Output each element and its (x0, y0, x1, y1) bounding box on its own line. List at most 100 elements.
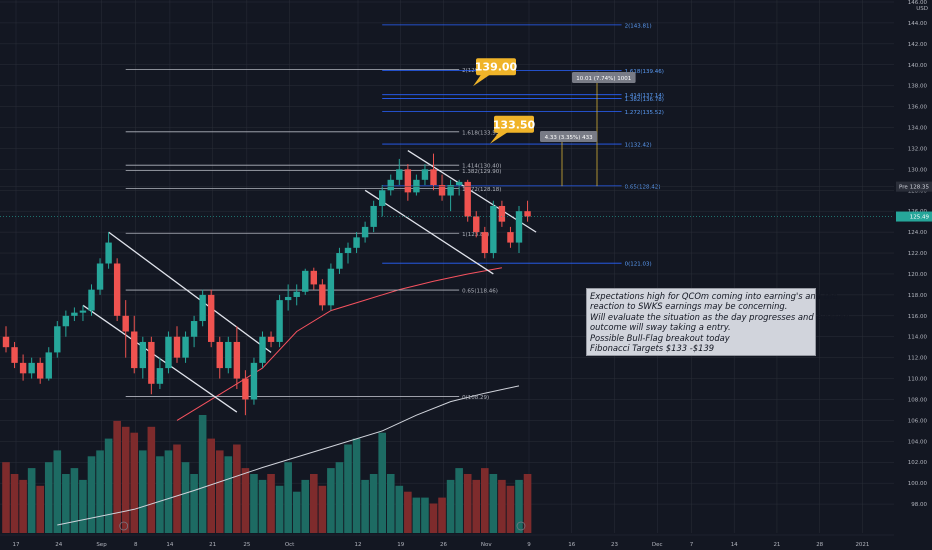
candle-body (173, 336, 181, 358)
volume-bar (96, 450, 104, 533)
volume-bar (498, 479, 506, 533)
volume-bar (404, 491, 412, 533)
candle-body (370, 205, 377, 227)
premarket-price-label: 128.35 (910, 185, 930, 191)
fib-extension-label: 1.414(137.14) (625, 93, 664, 99)
note-line: Will evaluate the situation as the day p… (590, 311, 850, 322)
volume-bar (215, 450, 224, 533)
volume-bar (19, 479, 27, 533)
volume-bar (515, 479, 523, 533)
candle-body (105, 242, 112, 264)
note-line: reaction to SWKS earnings may be concern… (590, 301, 788, 312)
candle-body (242, 378, 249, 400)
candle-body (131, 331, 138, 369)
candle-body (165, 336, 172, 369)
moving-average-red (176, 267, 502, 421)
volume-bar (429, 503, 438, 533)
price-tick-label: 98.00 (911, 502, 927, 508)
fib-extension-label: 1(132.42) (625, 143, 652, 149)
candle-body (524, 211, 531, 217)
measure-box (540, 131, 598, 142)
target-badge-pointer (473, 73, 492, 87)
volume-bar (344, 444, 352, 533)
moving-averages (57, 267, 520, 526)
analysis-note[interactable]: Expectations high for QCOm coming into e… (586, 288, 850, 357)
time-tick-label: 25 (243, 542, 250, 548)
fib-extension-label: 0(121.03) (625, 262, 652, 268)
candle-body (284, 296, 292, 301)
candle-body (11, 347, 18, 363)
candle-body (310, 270, 317, 285)
price-tick-label: 100.00 (908, 481, 928, 487)
fib-retracement-label: 1.382(129.90) (462, 169, 501, 175)
time-tick-label: 7 (690, 542, 694, 548)
price-tick-label: 108.00 (908, 397, 928, 403)
candle-body (413, 179, 420, 193)
time-tick-label: 12 (355, 542, 362, 548)
time-axis[interactable]: 17 24 Sep 8 14 21 25 Oct 12 19 26 Nov 9 16 23 Dec 7 14 21 2… (0, 521, 894, 550)
candle-body (302, 270, 309, 292)
price-tick-label: 106.00 (908, 418, 928, 424)
time-tick-label: Nov (481, 542, 492, 548)
volume-bar (121, 426, 130, 533)
target-badge (476, 58, 516, 76)
volume-bar (455, 468, 463, 533)
price-tick-label: 112.00 (908, 356, 928, 362)
time-tick-label: 9 (527, 542, 531, 548)
candle-body (387, 179, 394, 191)
time-tick-label: 14 (731, 542, 738, 548)
candle-body (199, 294, 206, 322)
candle-body (421, 169, 429, 180)
volume-bar (446, 479, 455, 533)
volume-bar (275, 485, 284, 533)
fib-extension-label: 2(143.81) (625, 23, 652, 29)
volume-bar (489, 474, 498, 533)
volume-bar (139, 450, 147, 533)
candle-body (19, 362, 27, 374)
volume-bar (301, 479, 310, 533)
target-badge-label: 139.00 (475, 61, 518, 74)
fib-retracement-label: 0.65(118.46) (462, 289, 498, 295)
candle-body (182, 336, 189, 358)
candle-body (353, 237, 360, 248)
candle-body (208, 294, 215, 342)
channel-line (407, 149, 537, 233)
time-tick-label: Sep (96, 542, 107, 548)
time-tick-label: 21 (773, 542, 780, 548)
price-tick-label: 146.00 (908, 0, 928, 6)
candle-body (216, 341, 223, 369)
candle-body (267, 336, 275, 342)
volume-bar (258, 479, 267, 533)
volume-bar (472, 479, 481, 533)
volume-bar (395, 485, 404, 533)
price-axis[interactable]: USD 98.00 100.00 102.00 104.00 106.00 108.00 11… (894, 0, 932, 550)
price-tick-label: 130.00 (908, 167, 928, 173)
currency-label: USD (916, 6, 928, 12)
candle-body (498, 205, 506, 222)
volume-bar (147, 426, 156, 533)
time-tick-label: 21 (209, 542, 216, 548)
candle-body (233, 341, 241, 379)
volume-bar (241, 468, 250, 533)
price-axis-background (894, 0, 932, 550)
price-tick-label: 134.00 (908, 126, 928, 132)
volume-bar (181, 462, 190, 533)
volume-bar (369, 474, 378, 533)
time-tick-label: 26 (440, 542, 447, 548)
volume-bar (36, 485, 44, 533)
note-line: Possible Bull-Flag breakout today (590, 332, 730, 343)
volume-bar (164, 450, 173, 533)
measure-box (572, 72, 636, 83)
volume-bars (2, 415, 532, 533)
candle-body (62, 315, 70, 327)
time-tick-label: Oct (285, 542, 295, 548)
volume-bar (130, 432, 139, 533)
volume-bar (481, 468, 489, 533)
volume-bar (292, 491, 301, 533)
price-tick-label: 104.00 (908, 439, 928, 445)
price-tick-label: 136.00 (908, 105, 928, 111)
candle-body (190, 321, 198, 337)
volume-bar (79, 479, 87, 533)
